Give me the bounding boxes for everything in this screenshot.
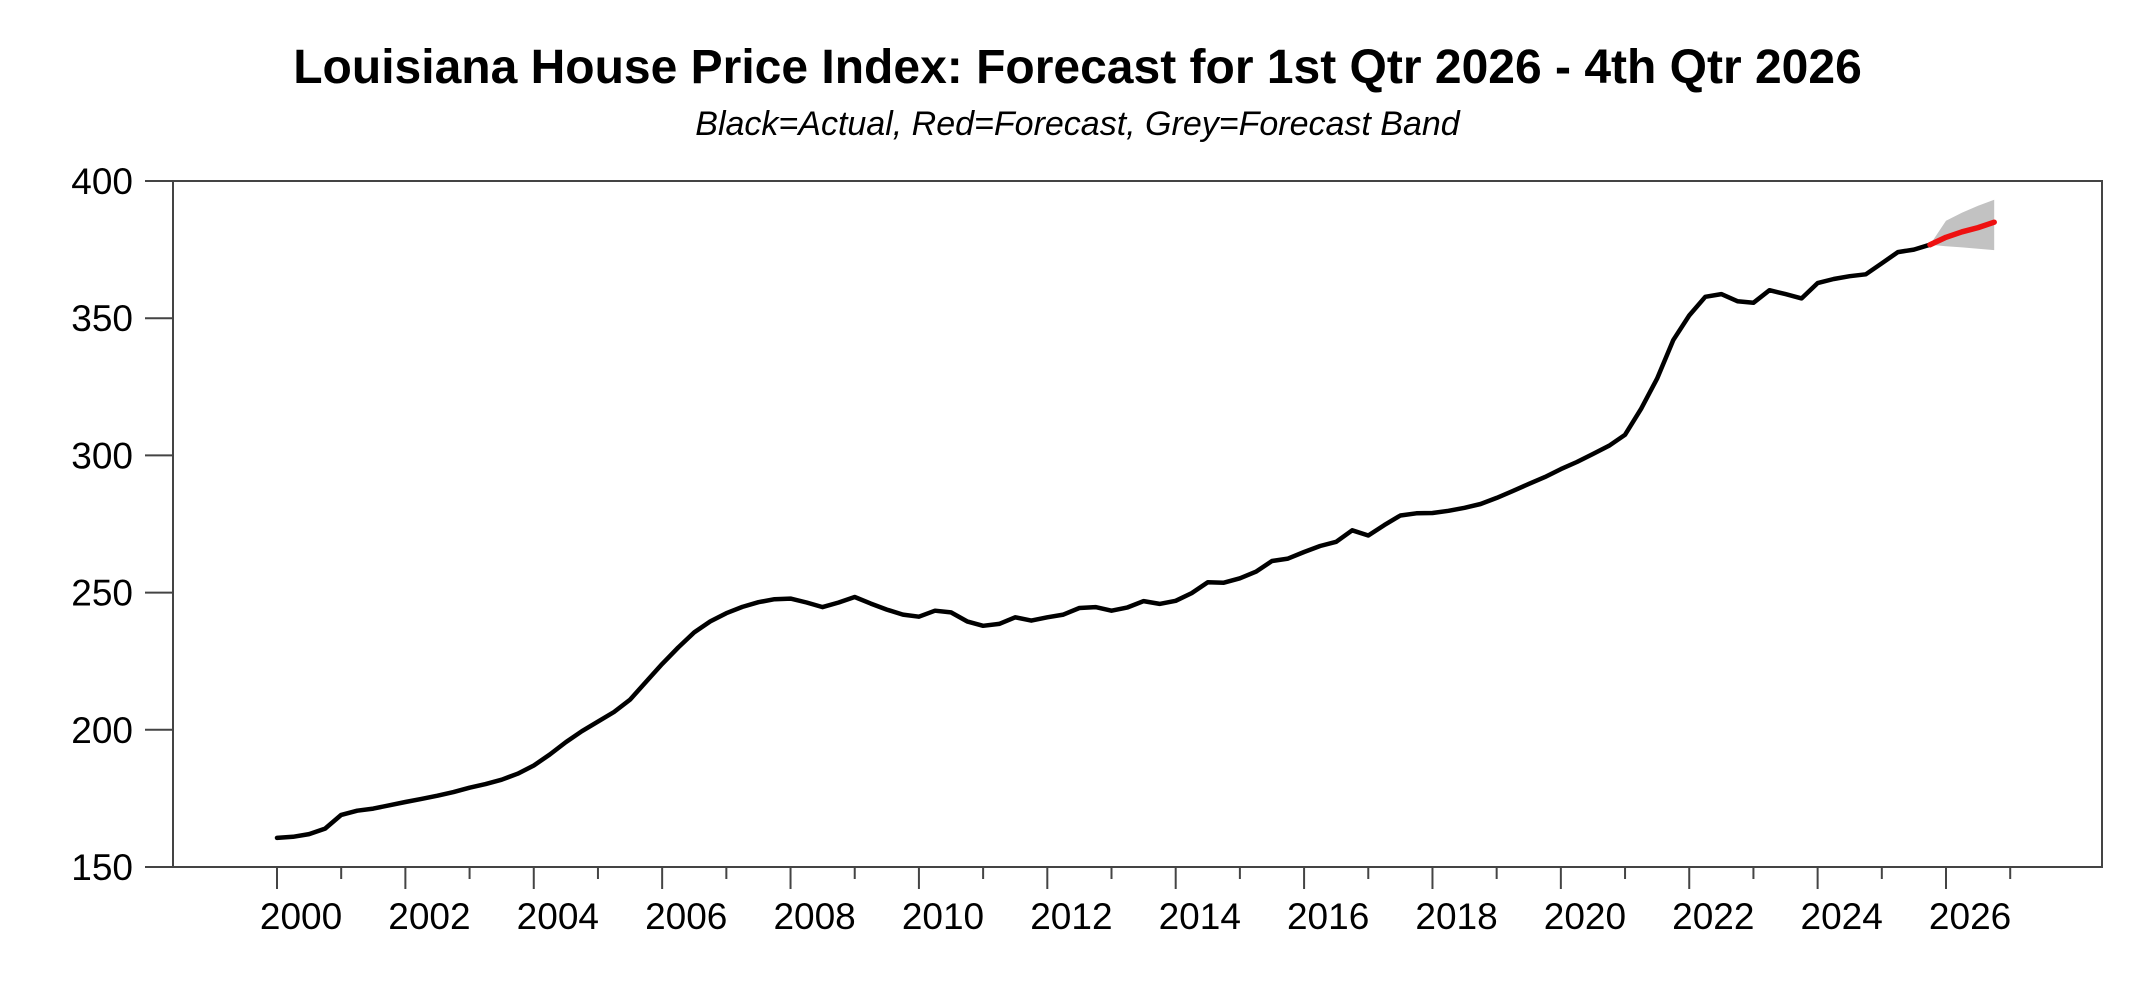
x-axis-tick-label: 2008 xyxy=(773,896,855,937)
chart-title: Louisiana House Price Index: Forecast fo… xyxy=(293,41,1862,94)
x-axis-tick-label: 2010 xyxy=(902,896,984,937)
x-axis-tick-label: 2000 xyxy=(260,896,342,937)
x-axis-tick-label: 2014 xyxy=(1159,896,1241,937)
chart-subtitle: Black=Actual, Red=Forecast, Grey=Forecas… xyxy=(695,105,1460,143)
y-axis-tick-label: 400 xyxy=(71,161,133,202)
x-axis-tick-label: 2002 xyxy=(388,896,470,937)
x-axis-tick-label: 2016 xyxy=(1287,896,1369,937)
x-axis-tick-label: 2018 xyxy=(1415,896,1497,937)
x-axis-tick-label: 2004 xyxy=(517,896,599,937)
y-axis-tick-label: 200 xyxy=(71,710,133,751)
actual-series-line xyxy=(274,242,1933,841)
x-axis-tick-label: 2006 xyxy=(645,896,727,937)
x-axis-tick-label: 2020 xyxy=(1544,896,1626,937)
x-axis-tick-label: 2024 xyxy=(1801,896,1883,937)
y-axis-tick-label: 150 xyxy=(71,847,133,888)
x-axis-tick-label: 2026 xyxy=(1929,896,2011,937)
x-axis-tick-label: 2022 xyxy=(1672,896,1754,937)
x-axis-tick-label: 2012 xyxy=(1030,896,1112,937)
y-axis-tick-label: 300 xyxy=(71,435,133,476)
forecast-series-line xyxy=(1927,219,1997,248)
plot-border xyxy=(172,180,2103,868)
y-axis-tick-label: 350 xyxy=(71,298,133,339)
y-axis-tick-label: 250 xyxy=(71,573,133,614)
